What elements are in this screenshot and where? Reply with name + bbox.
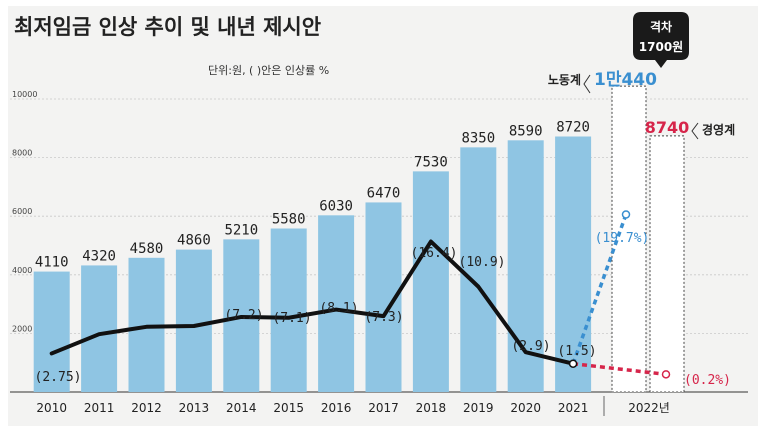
proposal-name-label: 경영계 (702, 122, 735, 137)
rate-label: (7.3) (364, 310, 403, 325)
chart-title: 최저임금 인상 추이 및 내년 제시안 (14, 15, 321, 39)
x-tick-label: 2018 (416, 401, 447, 415)
rate-point-2014 (239, 315, 243, 319)
rate-point-2013 (192, 324, 196, 328)
rate-line-path (49, 239, 576, 366)
x-tick-label-2022: 2022년 (628, 401, 670, 415)
bar-2015 (270, 228, 307, 392)
bar-value-label: 8720 (556, 120, 590, 136)
bar-value-label: 5210 (224, 222, 258, 238)
rate-label: (2.75) (35, 370, 82, 385)
rate-label: (7.2) (224, 308, 263, 323)
proposal-projections (568, 210, 671, 379)
rate-point-2015 (287, 316, 291, 320)
x-tick-label: 2012 (131, 401, 162, 415)
rate-point-2011 (97, 332, 101, 336)
projection-endpoint-1 (661, 370, 671, 379)
y-axis-ticks: 2000 4000 6000 8000 10000 (12, 90, 37, 333)
bar-value-label: 6470 (367, 185, 401, 201)
proposal-rate-label: (0.2%) (684, 373, 731, 388)
rate-point-2017 (382, 314, 385, 318)
x-tick-label: 2020 (510, 401, 541, 415)
bar-2018 (412, 171, 449, 392)
bar-value-label: 4110 (35, 255, 69, 271)
bar-value-label: 6030 (319, 198, 353, 214)
bar-2019 (460, 147, 497, 392)
x-tick-label: 2013 (179, 401, 210, 415)
bar-value-label: 4580 (130, 241, 164, 257)
rate-point-2020 (524, 350, 528, 354)
projection-line-1 (572, 361, 667, 377)
proposal-rate-label: (19.7%) (595, 231, 650, 246)
y-tick-label: 2000 (12, 324, 32, 333)
bar-value-label: 8590 (509, 123, 543, 139)
proposal-value-label: 1만440 (594, 70, 657, 90)
bar-value-label: 7530 (414, 154, 448, 170)
x-tick-label: 2019 (463, 401, 494, 415)
rate-point-2018 (429, 240, 433, 244)
x-axis-ticks: 2010 2011 2012 2013 2014 2015 2016 2017 2018 2019… (36, 396, 670, 416)
bar-value-labels: 4110 4320 4580 4860 5210 5580 6030 6470 7530 8350… (35, 120, 590, 271)
callout-bubble (633, 12, 689, 68)
y-tick-label: 4000 (12, 266, 32, 275)
rate-labels: (2.75) (7.2) (7.1) (8.1) (7.3) (16.4)(10.9) (2… (35, 231, 731, 388)
x-tick-label: 2010 (36, 401, 67, 415)
rate-label: (1.5) (557, 344, 596, 359)
rate-point-2010 (50, 351, 54, 355)
bracket-mark (691, 122, 699, 140)
rate-label: (10.9) (459, 255, 506, 270)
rate-label: (7.1) (272, 311, 311, 326)
rate-label: (16.4) (411, 246, 458, 261)
x-tick-label: 2015 (273, 401, 304, 415)
rate-label: (8.1) (319, 301, 358, 316)
proposal-box-0 (611, 85, 647, 393)
proposal-name-label: 노동계 (548, 72, 581, 87)
x-tick-label: 2017 (368, 401, 399, 415)
bar-2016 (318, 215, 355, 392)
bracket-mark (583, 74, 591, 94)
bar-value-label: 4860 (177, 233, 211, 249)
bars (33, 136, 592, 392)
callout-line2: 1700원 (639, 40, 683, 54)
x-tick-label: 2016 (321, 401, 352, 415)
y-tick-label: 10000 (12, 90, 37, 99)
rate-label: (2.9) (511, 339, 550, 354)
proposal-boxes (611, 85, 685, 393)
bar-2011 (81, 265, 118, 392)
callout-line1: 격차 (650, 19, 672, 34)
bar-value-label: 4320 (82, 248, 116, 264)
proposal-value-label: 8740 (645, 118, 690, 137)
gap-callout: 격차 1700원 노동계 1만440 8740 경영계 (548, 12, 735, 140)
y-tick-label: 6000 (12, 207, 32, 216)
rate-point-2012 (145, 325, 148, 329)
rate-point-2019 (476, 285, 480, 289)
x-tick-label: 2021 (558, 401, 589, 415)
proposal-box-1 (649, 135, 685, 393)
chart-subtitle: 단위:원, ( )안은 인상률 % (208, 64, 329, 77)
rate-point-2016 (334, 308, 338, 312)
x-tick-label: 2011 (84, 401, 115, 415)
rate-endpoint-2021 (568, 359, 578, 368)
projection-endpoint-0 (621, 210, 631, 219)
y-tick-label: 8000 (12, 149, 32, 158)
bar-value-label: 8350 (461, 130, 495, 146)
bar-value-label: 5580 (272, 212, 306, 228)
bar-2010 (33, 271, 70, 392)
bar-2013 (175, 249, 212, 392)
bar-2021 (555, 136, 592, 392)
x-tick-label: 2014 (226, 401, 257, 415)
